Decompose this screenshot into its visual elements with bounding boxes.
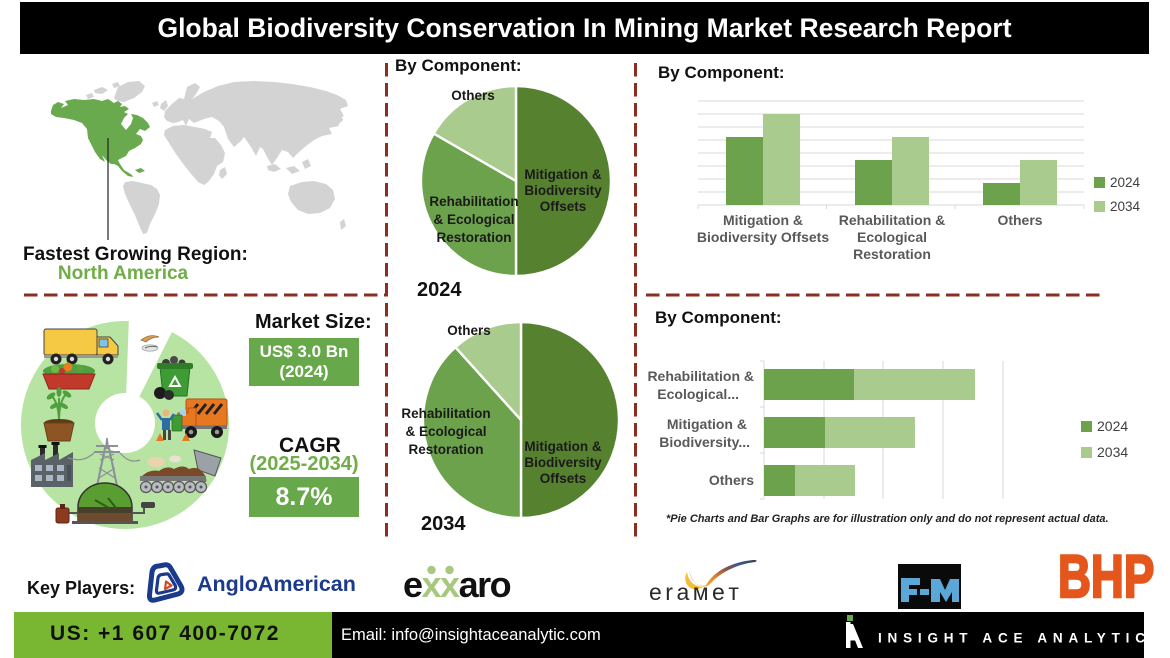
svg-text:Others: Others [709,472,754,488]
svg-text:AngloAmerican: AngloAmerican [197,572,356,596]
svg-text:Restoration: Restoration [436,230,511,245]
svg-text:Others: Others [447,323,491,338]
svg-text:Biodiversity Offsets: Biodiversity Offsets [697,229,829,245]
svg-text:2034: 2034 [1097,444,1128,460]
svg-text:Biodiversity: Biodiversity [524,455,602,470]
svg-text:Offsets: Offsets [540,199,587,214]
svg-text:exxaro: exxaro [403,564,511,605]
svg-text:Ecological...: Ecological... [657,386,739,402]
svg-text:& Ecological: & Ecological [433,212,514,227]
svg-text:2024: 2024 [1097,418,1128,434]
svg-text:2024: 2024 [1110,175,1141,190]
svg-text:Others: Others [451,88,495,103]
svg-text:Mitigation &: Mitigation & [667,416,747,432]
svg-text:INSIGHT ACE ANALYTIC: INSIGHT ACE ANALYTIC [878,631,1151,646]
svg-text:Restoration: Restoration [853,246,931,262]
svg-text:eraмeт: eraмeт [649,579,742,605]
svg-text:Rehabilitation &: Rehabilitation & [647,368,754,384]
svg-text:Mitigation &: Mitigation & [524,167,601,182]
svg-text:Mitigation &: Mitigation & [723,212,803,228]
svg-text:Rehabilitation: Rehabilitation [429,194,518,209]
svg-text:Biodiversity...: Biodiversity... [659,434,750,450]
svg-text:Rehabilitation &: Rehabilitation & [839,212,946,228]
svg-text:Offsets: Offsets [540,471,587,486]
svg-text:Biodiversity: Biodiversity [524,183,602,198]
svg-text:2034: 2034 [1110,199,1141,214]
svg-text:Ecological: Ecological [857,229,927,245]
svg-text:Mitigation &: Mitigation & [524,439,601,454]
svg-text:Restoration: Restoration [408,442,483,457]
svg-text:Rehabilitation: Rehabilitation [401,406,490,421]
svg-text:Others: Others [997,212,1042,228]
svg-text:& Ecological: & Ecological [405,424,486,439]
